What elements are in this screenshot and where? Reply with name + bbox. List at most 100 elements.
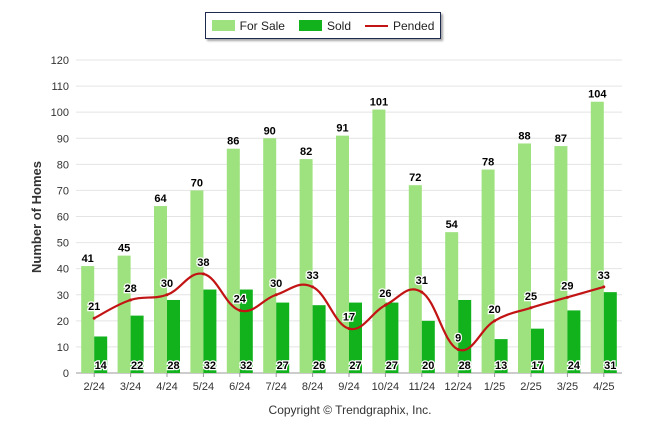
pended-point	[347, 327, 351, 331]
bar-for-sale	[299, 159, 313, 373]
pended-point	[165, 293, 169, 297]
bar-sold	[276, 302, 290, 373]
data-label-for-sale: 101	[370, 97, 388, 109]
y-tick-label: 110	[51, 81, 69, 93]
bar-for-sale	[190, 190, 204, 373]
bar-sold	[130, 315, 144, 373]
bar-for-sale	[117, 255, 131, 373]
data-label-pended: 25	[525, 291, 537, 303]
data-label-sold: 20	[422, 360, 434, 372]
y-tick-label: 10	[57, 342, 69, 354]
data-label-pended: 17	[343, 312, 355, 324]
bar-sold	[312, 305, 326, 373]
pended-point	[456, 348, 460, 352]
x-tick-label: 11/24	[408, 381, 435, 393]
x-tick-label: 4/24	[156, 381, 177, 393]
data-label-for-sale: 41	[82, 253, 94, 265]
pended-point	[274, 293, 278, 297]
pended-point	[493, 319, 497, 323]
pended-point	[383, 303, 387, 307]
pended-point	[529, 306, 533, 310]
x-tick-label: 1/25	[484, 381, 505, 393]
y-tick-label: 60	[57, 212, 69, 224]
data-label-sold: 28	[167, 360, 179, 372]
x-tick-label: 3/25	[557, 381, 578, 393]
x-tick-label: 4/25	[593, 381, 614, 393]
bar-for-sale	[590, 101, 604, 373]
bar-sold	[203, 289, 217, 373]
bar-sold	[167, 299, 180, 373]
bar-for-sale	[445, 232, 459, 373]
legend-label-sold: Sold	[326, 18, 351, 33]
bar-for-sale	[226, 148, 240, 373]
pended-line	[92, 272, 606, 352]
y-tick-label: 50	[57, 238, 69, 250]
data-label-for-sale: 86	[227, 136, 239, 148]
bar-for-sale	[518, 143, 531, 373]
data-label-pended: 24	[234, 293, 247, 305]
data-label-pended: 28	[124, 283, 136, 295]
data-label-pended: 30	[161, 278, 173, 290]
data-label-pended: 20	[488, 304, 500, 316]
bar-for-sale	[336, 135, 349, 373]
bar-sold	[531, 328, 544, 373]
data-label-pended: 31	[416, 275, 428, 287]
bar-for-sale	[554, 146, 568, 373]
pended-point	[420, 290, 424, 294]
y-tick-label: 70	[57, 185, 69, 197]
data-label-sold: 27	[349, 360, 361, 372]
bar-for-sale	[372, 109, 386, 373]
pended-point	[311, 285, 315, 289]
bar-for-sale	[263, 138, 277, 373]
pended-point	[92, 316, 96, 320]
data-label-pended: 9	[455, 333, 461, 345]
data-label-pended: 21	[88, 301, 100, 313]
data-label-for-sale: 88	[518, 130, 530, 142]
data-label-sold: 22	[131, 360, 143, 372]
y-tick-label: 30	[57, 290, 69, 302]
data-label-pended: 29	[561, 280, 573, 292]
x-tick-label: 10/24	[372, 381, 400, 393]
legend-label-for-sale: For Sale	[239, 18, 285, 33]
bar-for-sale	[408, 185, 422, 373]
bar-sold	[421, 320, 435, 373]
data-label-for-sale: 54	[446, 219, 459, 231]
data-label-sold: 27	[277, 360, 289, 372]
y-tick-label: 100	[51, 107, 69, 119]
legend-swatch-for-sale	[211, 20, 235, 31]
pended-point	[602, 285, 606, 289]
bar-sold	[494, 339, 508, 373]
pended-point	[201, 272, 205, 276]
legend-item-for-sale[interactable]: For Sale	[211, 18, 285, 33]
data-label-for-sale: 45	[118, 243, 130, 255]
pended-point	[565, 295, 569, 299]
data-label-pended: 38	[197, 257, 209, 269]
data-label-sold: 32	[204, 360, 216, 372]
data-label-for-sale: 91	[336, 123, 348, 135]
x-tick-label: 3/24	[120, 381, 141, 393]
bar-for-sale	[481, 169, 495, 373]
legend-item-pended[interactable]: Pended	[365, 19, 434, 33]
data-label-sold: 24	[568, 360, 581, 372]
sold-bars	[94, 289, 617, 373]
data-label-for-sale: 78	[482, 157, 494, 169]
bar-sold	[94, 336, 108, 373]
x-tick-label: 5/24	[193, 381, 214, 393]
bar-sold	[349, 302, 362, 373]
data-label-for-sale: 72	[409, 172, 421, 184]
y-tick-label: 40	[57, 264, 69, 276]
chart-legend: For Sale Sold Pended	[205, 12, 441, 39]
legend-item-sold[interactable]: Sold	[298, 18, 351, 33]
x-tick-label: 12/24	[444, 381, 472, 393]
bar-sold	[385, 302, 399, 373]
data-label-sold: 31	[604, 360, 616, 372]
for-sale-bars	[81, 101, 604, 373]
data-label-sold: 17	[531, 360, 543, 372]
copyright-text: Copyright © Trendgraphix, Inc.	[268, 403, 432, 417]
data-label-sold: 27	[386, 360, 398, 372]
data-label-pended: 30	[270, 278, 282, 290]
x-tick-label: 2/24	[83, 381, 104, 393]
data-label-for-sale: 64	[154, 193, 167, 205]
data-label-for-sale: 104	[588, 89, 607, 101]
data-label-for-sale: 82	[300, 146, 312, 158]
